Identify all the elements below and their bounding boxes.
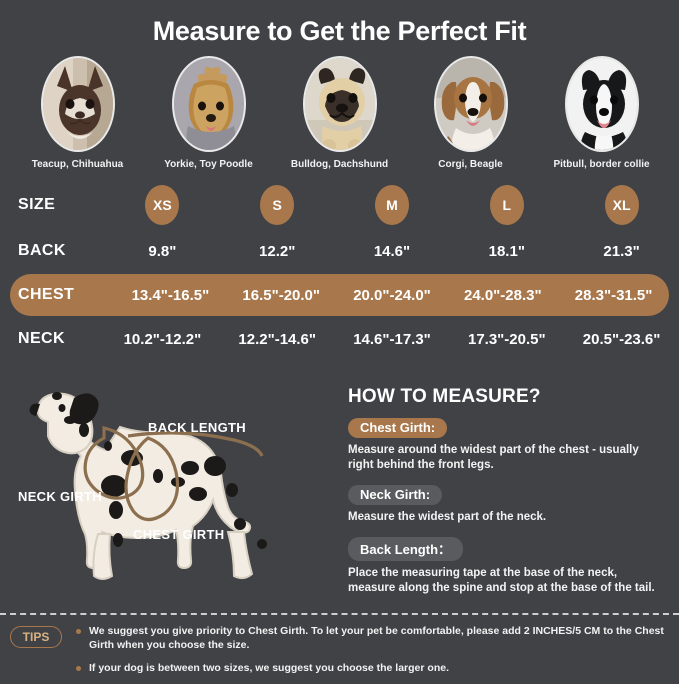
breed-caption: Corgi, Beagle (438, 159, 503, 170)
how-to-measure-heading: HOW TO MEASURE? (348, 386, 541, 407)
chest-value-l: 24.0"-28.3" (463, 286, 542, 304)
tip-item: We suggest you give priority to Chest Gi… (76, 624, 679, 652)
size-badge-s: S (260, 185, 295, 225)
back-length-pill: Back Length： (348, 537, 464, 561)
breed-cell: Bulldog, Dachshund (274, 56, 405, 170)
row-label-size: SIZE (18, 196, 56, 213)
chest-value-xl: 28.3"-31.5" (574, 286, 653, 304)
back-value-xs: 9.8" (148, 242, 177, 260)
size-badge-xl: XL (604, 185, 639, 225)
yorkie-art (173, 58, 244, 150)
breed-caption: Bulldog, Dachshund (290, 159, 389, 170)
beagle-art (435, 58, 506, 150)
breed-caption: Teacup, Chihuahua (31, 159, 124, 170)
yorkie-photo (171, 56, 246, 152)
size-table: SIZE XS S M L XL BACK 9.8" 12.2" 14.6" 1… (0, 182, 679, 362)
chihuahua-photo (40, 56, 115, 152)
tip-item: If your dog is between two sizes, we sug… (76, 661, 679, 675)
howto-item-back: Back Length： Place the measuring tape at… (348, 537, 663, 596)
chest-girth-label: CHEST GIRTH (133, 527, 225, 542)
row-label-chest: CHEST (18, 286, 75, 303)
size-cell: L (449, 185, 564, 225)
howto-item-chest: Chest Girth: Measure around the widest p… (348, 418, 663, 473)
back-length-description: Place the measuring tape at the base of … (348, 567, 655, 594)
dashed-divider (0, 613, 679, 615)
chest-girth-tape (124, 436, 180, 522)
breed-caption: Yorkie, Toy Poodle (164, 159, 253, 170)
howto-item-neck: Neck Girth: Measure the widest part of t… (348, 485, 663, 525)
dalmatian-illustration (29, 392, 267, 580)
table-row-back: BACK 9.8" 12.2" 14.6" 18.1" 21.3" (0, 228, 679, 274)
size-cell: M (335, 185, 450, 225)
size-badge-m: M (374, 185, 409, 225)
border-collie-photo (564, 56, 639, 152)
neck-value-xs: 10.2"-12.2" (123, 330, 202, 348)
breed-caption: Pitbull, border collie (553, 159, 650, 170)
bulldog-photo (302, 56, 377, 152)
size-cell: S (220, 185, 335, 225)
beagle-photo (433, 56, 508, 152)
row-label-neck: NECK (18, 330, 65, 347)
bullet-icon (76, 629, 81, 634)
table-row-chest: CHEST 13.4"-16.5" 16.5"-20.0" 20.0"-24.0… (10, 274, 669, 316)
row-label-back: BACK (18, 242, 66, 259)
chihuahua-art (42, 58, 113, 150)
how-to-measure-section: HOW TO MEASURE? Chest Girth: Measure aro… (340, 372, 679, 604)
border-collie-art (566, 58, 637, 150)
chest-value-m: 20.0"-24.0" (353, 286, 431, 304)
chest-value-xs: 13.4"-16.5" (131, 286, 210, 304)
neck-value-xl: 20.5"-23.6" (582, 330, 661, 348)
tips-section: TIPS We suggest you give priority to Che… (0, 624, 679, 684)
table-row-neck: NECK 10.2"-12.2" 12.2"-14.6" 14.6"-17.3"… (0, 316, 679, 362)
tips-badge: TIPS (10, 626, 62, 648)
tips-list: We suggest you give priority to Chest Gi… (76, 624, 679, 684)
tip-text: We suggest you give priority to Chest Gi… (89, 625, 664, 651)
lower-section: BACK LENGTH NECK GIRTH CHEST GIRTH HOW T… (0, 372, 679, 604)
breed-cell: Corgi, Beagle (405, 56, 536, 170)
chest-girth-description: Measure around the widest part of the ch… (348, 444, 639, 471)
bullet-icon (76, 666, 81, 671)
breed-cell: Teacup, Chihuahua (12, 56, 143, 170)
breed-cell: Pitbull, border collie (536, 56, 667, 170)
page-title: Measure to Get the Perfect Fit (152, 16, 527, 46)
neck-girth-label: NECK GIRTH (18, 489, 102, 504)
chest-girth-pill: Chest Girth: (348, 418, 448, 438)
neck-value-m: 14.6"-17.3" (353, 330, 431, 348)
back-length-label: BACK LENGTH (148, 420, 246, 435)
tip-text: If your dog is between two sizes, we sug… (89, 662, 449, 674)
table-row-size: SIZE XS S M L XL (0, 182, 679, 228)
back-value-l: 18.1" (488, 242, 525, 260)
chest-value-s: 16.5"-20.0" (242, 286, 320, 304)
size-badge-xs: XS (145, 185, 180, 225)
size-cell: XL (564, 185, 679, 225)
measurement-diagram: BACK LENGTH NECK GIRTH CHEST GIRTH (0, 372, 340, 604)
size-cell: XS (105, 185, 220, 225)
neck-girth-pill: Neck Girth: (348, 485, 443, 505)
back-length-tape (127, 431, 264, 457)
neck-value-l: 17.3"-20.5" (467, 330, 546, 348)
size-badge-l: L (489, 185, 524, 225)
back-value-m: 14.6" (373, 242, 411, 260)
neck-girth-tape (83, 425, 145, 500)
bulldog-art (304, 58, 375, 150)
back-value-xl: 21.3" (603, 242, 640, 260)
breed-photo-row: Teacup, Chihuahua Yorkie, Toy Poodle (0, 56, 679, 170)
back-value-s: 12.2" (259, 242, 296, 260)
neck-girth-description: Measure the widest part of the neck. (348, 511, 547, 523)
neck-value-s: 12.2"-14.6" (238, 330, 316, 348)
breed-cell: Yorkie, Toy Poodle (143, 56, 274, 170)
